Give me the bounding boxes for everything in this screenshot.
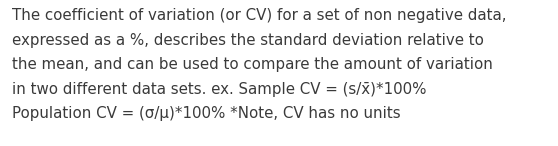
Text: Population CV = (σ/µ)*100% *Note, CV has no units: Population CV = (σ/µ)*100% *Note, CV has… (12, 106, 401, 121)
Text: the mean, and can be used to compare the amount of variation: the mean, and can be used to compare the… (12, 57, 493, 72)
Text: in two different data sets. ex. Sample CV = (s/x̄)*100%: in two different data sets. ex. Sample C… (12, 81, 426, 97)
Text: The coefficient of variation (or CV) for a set of non negative data,: The coefficient of variation (or CV) for… (12, 8, 507, 23)
Text: expressed as a %, describes the standard deviation relative to: expressed as a %, describes the standard… (12, 33, 484, 47)
